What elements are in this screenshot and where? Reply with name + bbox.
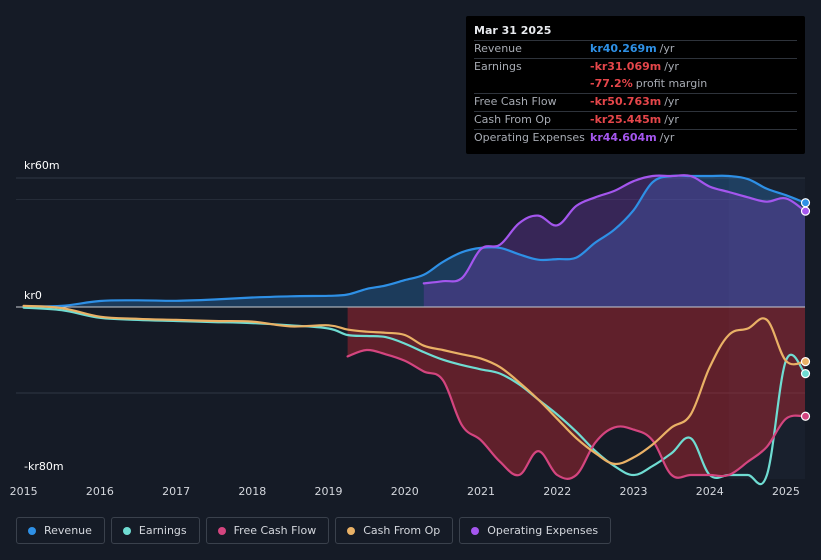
y-axis-bottom-label: -kr80m bbox=[24, 460, 64, 473]
operating-expenses-end-marker bbox=[800, 206, 811, 216]
tooltip: Mar 31 2025 Revenue kr40.269m /yr Earnin… bbox=[466, 16, 805, 154]
tooltip-value: kr40.269m bbox=[590, 42, 657, 55]
legend-item-operating-expenses[interactable]: Operating Expenses bbox=[459, 517, 612, 544]
tooltip-row-cash-from-op: Cash From Op -kr25.445m /yr bbox=[474, 111, 797, 129]
legend-dot-icon bbox=[28, 526, 36, 535]
legend-label: Operating Expenses bbox=[487, 524, 599, 537]
tooltip-label: Revenue bbox=[474, 42, 522, 55]
tooltip-label: Cash From Op bbox=[474, 113, 552, 126]
x-tick-label: 2015 bbox=[10, 485, 38, 498]
series-areas bbox=[23, 175, 806, 479]
x-tick-label: 2025 bbox=[772, 485, 800, 498]
tooltip-row-free-cash-flow: Free Cash Flow -kr50.763m /yr bbox=[474, 93, 797, 111]
legend-label: Earnings bbox=[138, 524, 187, 537]
legend-label: Cash From Op bbox=[363, 524, 441, 537]
tooltip-unit: /yr bbox=[664, 95, 679, 108]
x-tick-label: 2017 bbox=[162, 485, 190, 498]
cash-from-op-end-marker bbox=[800, 357, 811, 367]
legend-dot-icon bbox=[347, 526, 356, 535]
tooltip-label: Earnings bbox=[474, 60, 522, 73]
x-tick-label: 2021 bbox=[467, 485, 495, 498]
legend-label: Revenue bbox=[44, 524, 92, 537]
tooltip-label: Free Cash Flow bbox=[474, 95, 557, 108]
tooltip-unit: /yr bbox=[664, 113, 679, 126]
operating-expenses-area bbox=[423, 175, 805, 307]
x-tick-label: 2016 bbox=[86, 485, 114, 498]
x-tick-label: 2023 bbox=[619, 485, 647, 498]
free-cash-flow-area bbox=[347, 307, 805, 479]
revenue-end-marker bbox=[800, 198, 811, 208]
forecast-shade bbox=[728, 178, 805, 479]
x-axis-ticks: 2015 2016 2017 2018 2019 2020 2021 2022 2023 2024… bbox=[10, 485, 800, 498]
tooltip-value: kr44.604m bbox=[590, 131, 657, 144]
tooltip-row-profit-margin: -77.2% profit margin bbox=[474, 76, 797, 93]
operating-expenses-line bbox=[422, 174, 807, 285]
x-tick-label: 2022 bbox=[543, 485, 571, 498]
tooltip-value: -kr31.069m bbox=[590, 60, 662, 73]
y-axis-top-label: kr60m bbox=[24, 159, 60, 172]
tooltip-row-earnings: Earnings -kr31.069m /yr bbox=[474, 58, 797, 76]
legend-label: Free Cash Flow bbox=[233, 524, 317, 537]
x-tick-label: 2024 bbox=[696, 485, 724, 498]
legend-item-free-cash-flow[interactable]: Free Cash Flow bbox=[205, 517, 330, 544]
tooltip-row-revenue: Revenue kr40.269m /yr bbox=[474, 40, 797, 58]
earnings-end-marker bbox=[800, 369, 811, 379]
free-cash-flow-end-marker bbox=[800, 411, 811, 421]
tooltip-label bbox=[474, 76, 590, 93]
earnings-line bbox=[22, 306, 807, 486]
cash-from-op-line bbox=[22, 304, 807, 466]
series-end-markers bbox=[800, 198, 811, 421]
tooltip-unit: /yr bbox=[664, 60, 679, 73]
y-axis-zero-label: kr0 bbox=[24, 289, 42, 302]
tooltip-unit: profit margin bbox=[635, 77, 708, 90]
tooltip-row-operating-expenses: Operating Expenses kr44.604m /yr bbox=[474, 129, 797, 147]
tooltip-value: -77.2% bbox=[590, 77, 633, 90]
tooltip-date: Mar 31 2025 bbox=[474, 24, 552, 37]
revenue-area bbox=[23, 175, 806, 307]
series-lines bbox=[22, 174, 807, 486]
tooltip-value: -kr50.763m bbox=[590, 95, 662, 108]
grid bbox=[16, 177, 805, 394]
legend-item-revenue[interactable]: Revenue bbox=[16, 517, 105, 544]
legend-dot-icon bbox=[122, 526, 131, 535]
legend-dot-icon bbox=[217, 526, 226, 535]
free-cash-flow-line bbox=[346, 348, 807, 480]
x-tick-label: 2020 bbox=[391, 485, 419, 498]
legend-item-cash-from-op[interactable]: Cash From Op bbox=[335, 517, 454, 544]
legend-dot-icon bbox=[471, 526, 480, 535]
legend: Revenue Earnings Free Cash Flow Cash Fro… bbox=[16, 517, 612, 544]
tooltip-unit: /yr bbox=[659, 131, 675, 144]
x-tick-label: 2018 bbox=[238, 485, 266, 498]
legend-item-earnings[interactable]: Earnings bbox=[110, 517, 200, 544]
tooltip-value: -kr25.445m bbox=[590, 113, 662, 126]
tooltip-label: Operating Expenses bbox=[474, 131, 585, 144]
x-tick-label: 2019 bbox=[315, 485, 343, 498]
tooltip-unit: /yr bbox=[659, 42, 675, 55]
